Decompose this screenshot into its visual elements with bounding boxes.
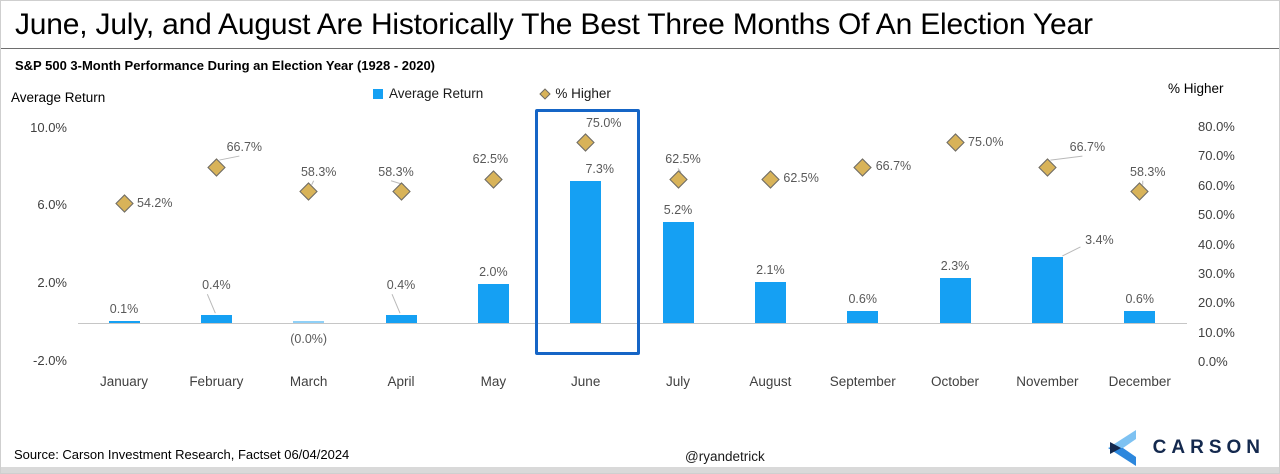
bar-november [1031, 256, 1063, 323]
diamond-marker-october [945, 133, 965, 152]
bar-january [108, 321, 140, 323]
x-label-august: August [749, 374, 792, 389]
left-axis-tick: -2.0% [33, 352, 67, 368]
left-axis-tick: 2.0% [37, 275, 67, 291]
x-label-june: June [571, 374, 601, 389]
bar-february [200, 315, 232, 323]
x-label-september: September [829, 374, 896, 389]
diamond-label-august: 62.5% [783, 171, 819, 186]
page-title: June, July, and August Are Historically … [15, 8, 1093, 41]
right-axis-tick: 0.0% [1198, 354, 1228, 369]
bar-label-october: 2.3% [940, 259, 970, 274]
diamond-marker-august [761, 170, 780, 189]
right-axis-tick: 80.0% [1198, 119, 1235, 134]
diamond-marker-march [299, 182, 318, 201]
bar-label-june: 7.3% [585, 162, 614, 177]
legend-label-percent-higher: % Higher [555, 86, 611, 101]
diamond-label-october: 75.0% [968, 134, 1004, 149]
right-axis-title: % Higher [1168, 81, 1224, 96]
bar-label-november: 3.4% [1085, 232, 1114, 247]
x-axis-line [78, 323, 1187, 324]
highlight-box-june [534, 109, 640, 355]
source-note: Source: Carson Investment Research, Fact… [14, 447, 350, 462]
bar-label-march: (0.0%) [290, 332, 328, 346]
diamond-marker-january [114, 194, 134, 213]
right-axis-tick: 30.0% [1198, 265, 1235, 281]
x-label-december: December [1108, 374, 1171, 389]
bar-label-december: 0.6% [1125, 292, 1154, 307]
carson-logo-icon [1107, 430, 1136, 466]
x-label-february: February [189, 374, 244, 389]
bar-september [847, 311, 879, 323]
bar-july [662, 222, 694, 323]
right-axis-tick: 60.0% [1198, 177, 1235, 193]
diamond-label-april: 58.3% [378, 164, 414, 179]
x-label-april: April [387, 374, 415, 389]
diamond-marker-december [1130, 182, 1149, 201]
diamond-label-february: 66.7% [226, 140, 263, 155]
bar-swatch-icon [373, 88, 383, 99]
x-label-october: October [931, 374, 980, 389]
diamond-marker-july [668, 170, 688, 189]
diamond-marker-february [207, 157, 226, 177]
bar-label-february: 0.4% [202, 278, 231, 293]
bar-label-may: 2.0% [479, 265, 508, 280]
x-label-november: November [1016, 374, 1079, 389]
left-axis-tick: 6.0% [37, 197, 67, 213]
right-axis-tick: 40.0% [1198, 236, 1235, 252]
x-label-may: May [480, 374, 507, 389]
left-axis-tick: 10.0% [30, 119, 67, 135]
bar-label-april: 0.4% [386, 278, 416, 293]
right-axis-tick: 10.0% [1198, 324, 1235, 340]
bar-label-january: 0.1% [109, 302, 139, 316]
carson-logo-text: CARSON [1152, 437, 1265, 458]
chart-legend: Average Return % Higher [373, 86, 611, 101]
bar-label-july: 5.2% [663, 203, 693, 218]
diamond-label-december: 58.3% [1130, 164, 1166, 179]
bottom-edge-strip [1, 467, 1279, 473]
diamond-marker-november [1038, 157, 1057, 177]
bar-august [754, 282, 786, 323]
diamond-marker-september [853, 157, 872, 177]
twitter-handle: @ryandetrick [685, 449, 765, 464]
diamond-label-november: 66.7% [1069, 140, 1106, 155]
chart-subtitle: S&P 500 3-Month Performance During an El… [15, 58, 436, 73]
diamond-label-january: 54.2% [137, 195, 173, 210]
diamond-label-march: 58.3% [300, 164, 337, 179]
diamond-label-may: 62.5% [472, 152, 509, 167]
x-label-march: March [289, 374, 328, 389]
bar-december [1124, 311, 1156, 323]
bar-label-august: 2.1% [756, 263, 785, 278]
bar-label-september: 0.6% [848, 292, 877, 307]
right-axis-tick: 20.0% [1198, 295, 1235, 311]
diamond-marker-may [484, 170, 503, 189]
right-axis-tick: 50.0% [1198, 207, 1235, 223]
diamond-label-september: 66.7% [875, 159, 912, 174]
diamond-marker-april [391, 182, 411, 201]
carson-logo: CARSON [1106, 430, 1265, 466]
legend-item-average-return: Average Return [373, 86, 483, 101]
left-axis-title: Average Return [11, 90, 106, 105]
bar-june [570, 181, 602, 323]
bar-may [477, 284, 509, 323]
legend-item-percent-higher: % Higher [539, 86, 611, 101]
right-axis-tick: 70.0% [1198, 148, 1235, 164]
bar-march [293, 321, 325, 323]
legend-label-average-return: Average Return [389, 86, 484, 101]
diamond-label-june: 75.0% [585, 115, 622, 130]
title-divider [1, 48, 1279, 49]
x-label-july: July [666, 374, 691, 389]
bar-april [385, 315, 417, 323]
x-label-january: January [99, 374, 149, 389]
bar-october [939, 278, 971, 323]
diamond-label-july: 62.5% [665, 152, 701, 167]
